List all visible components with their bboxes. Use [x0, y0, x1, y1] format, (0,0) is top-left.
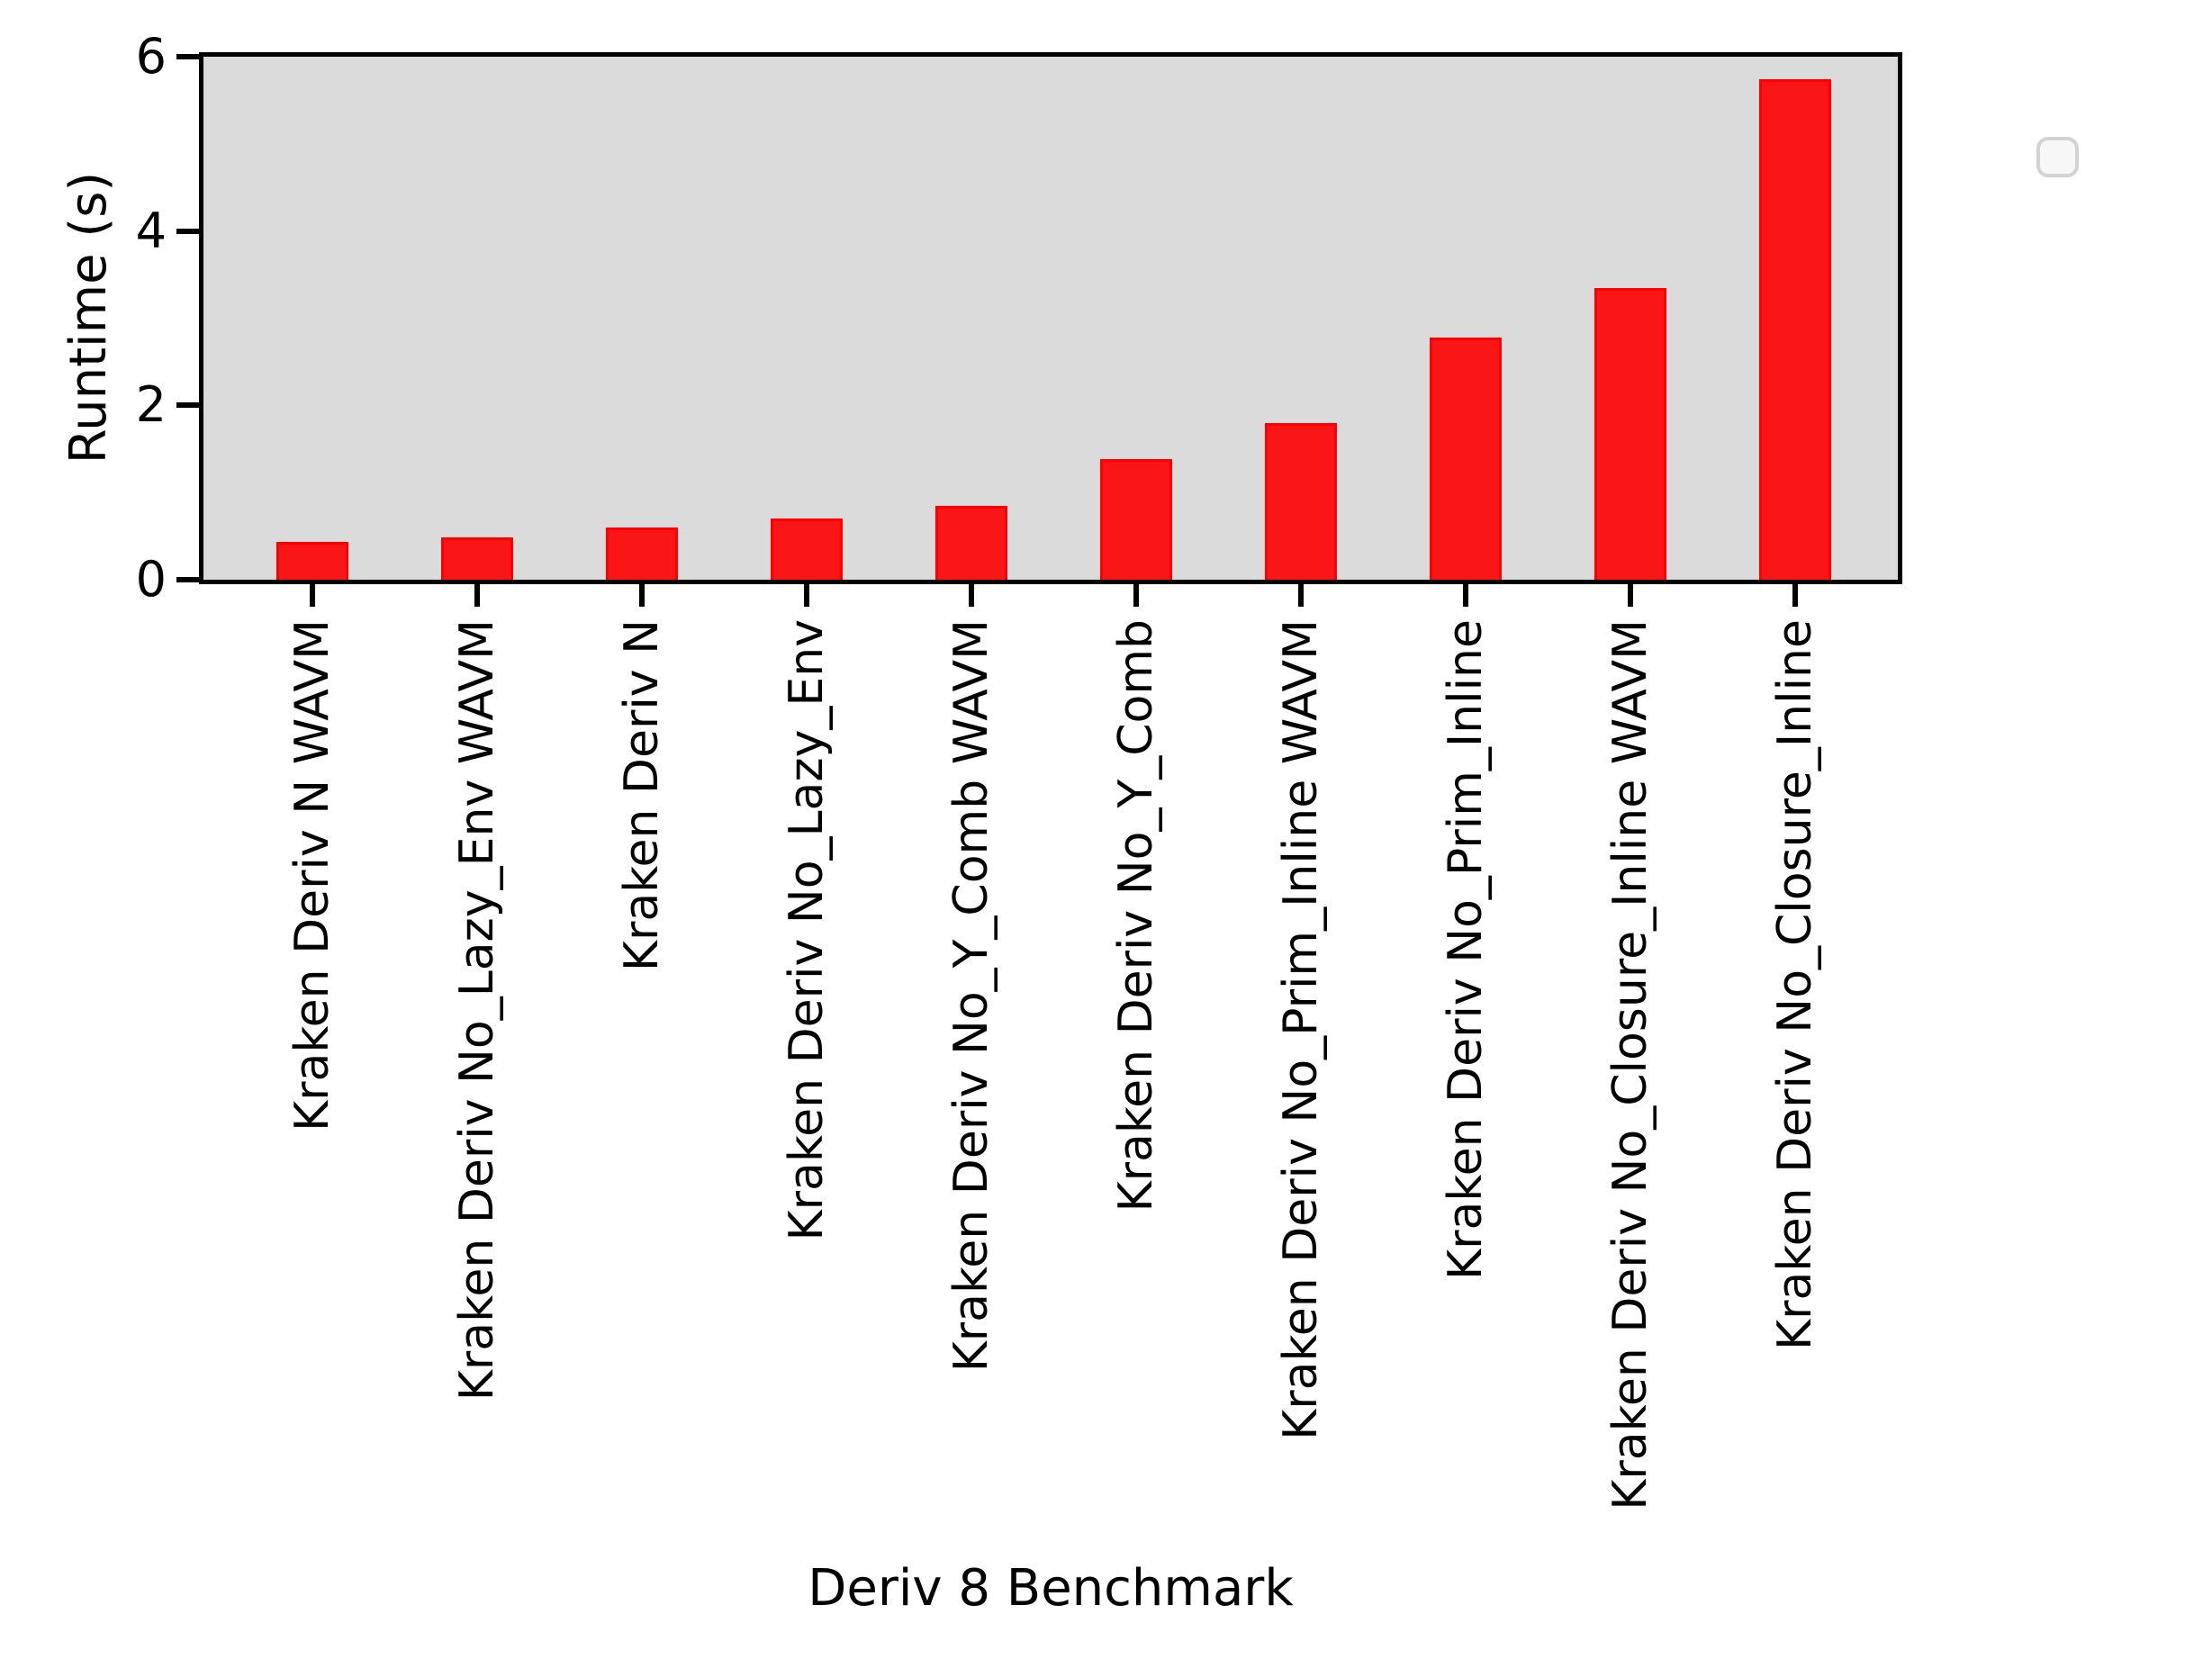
bar: [771, 518, 843, 580]
x-tick-label: Kraken Deriv No_Closure_Inline WAVM: [1603, 619, 1657, 1510]
plot-area: [199, 52, 2079, 584]
y-tick: [176, 577, 202, 582]
x-tick: [1792, 582, 1798, 607]
y-tick-label: 6: [135, 28, 167, 85]
legend: [2036, 137, 2079, 177]
x-tick-label: Kraken Deriv No_Prim_Inline: [1439, 619, 1493, 1281]
x-tick-label: Kraken Deriv No_Lazy_Env WAVM: [450, 619, 504, 1402]
x-tick-label: Kraken Deriv No_Closure_Inline: [1768, 619, 1822, 1350]
y-tick-label: 2: [135, 376, 167, 434]
x-tick-label: Kraken Deriv No_Prim_Inline WAVM: [1274, 619, 1328, 1440]
bar: [1265, 423, 1337, 580]
x-tick: [474, 582, 480, 607]
bar: [441, 537, 513, 580]
x-tick: [1628, 582, 1633, 607]
x-tick: [1298, 582, 1304, 607]
x-tick: [969, 582, 974, 607]
bar: [1430, 338, 1502, 580]
x-tick-label: Kraken Deriv N WAVM: [285, 619, 339, 1132]
y-tick: [176, 402, 202, 409]
y-tick: [176, 54, 202, 59]
bar: [1594, 288, 1666, 580]
bar: [1100, 459, 1172, 580]
bar: [606, 527, 678, 580]
x-tick-label: Kraken Deriv No_Lazy_Env: [780, 619, 834, 1241]
y-tick-label: 0: [135, 551, 167, 608]
x-tick-label: Kraken Deriv No_Y_Comb: [1109, 619, 1163, 1213]
x-tick-label: Kraken Deriv N: [615, 619, 669, 972]
y-tick-label: 4: [135, 202, 167, 259]
bar: [935, 506, 1007, 580]
bar: [276, 542, 348, 580]
y-tick: [176, 228, 202, 234]
x-tick: [310, 582, 315, 607]
x-tick: [804, 582, 809, 607]
x-tick: [1133, 582, 1139, 607]
x-tick: [639, 582, 645, 607]
bar: [1759, 79, 1831, 580]
x-tick: [1463, 582, 1468, 607]
x-axis-label: Deriv 8 Benchmark: [808, 1559, 1294, 1618]
x-tick-label: Kraken Deriv No_Y_Comb WAVM: [944, 619, 998, 1373]
